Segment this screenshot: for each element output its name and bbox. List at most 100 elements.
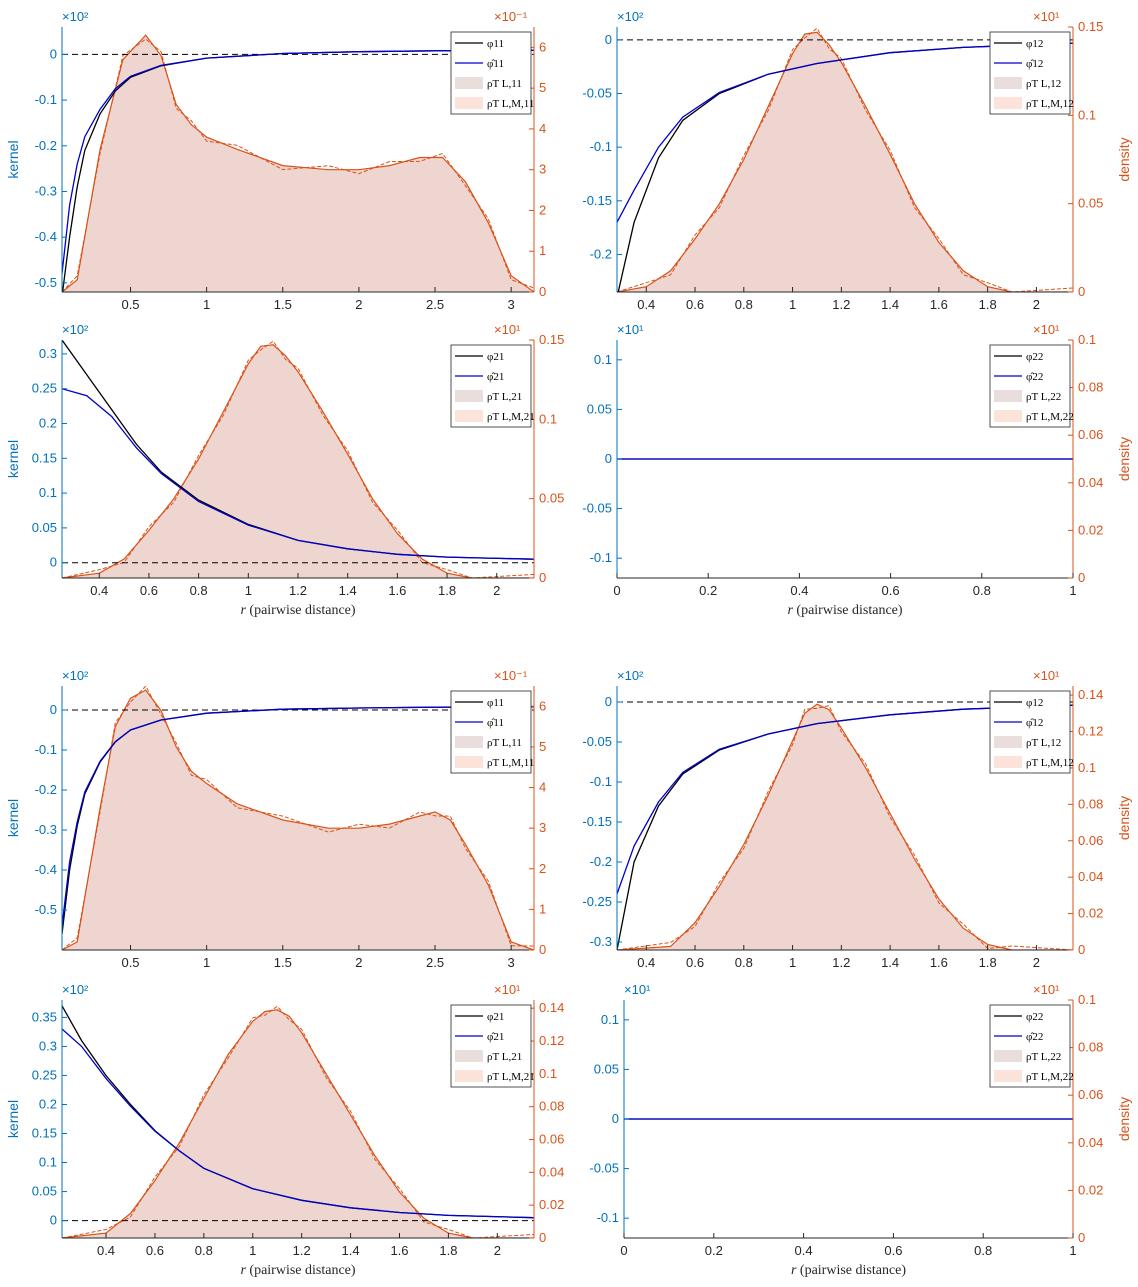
y-left-tick-label: 0.15 (32, 450, 57, 465)
y-left-tick-label: -0.2 (590, 854, 612, 869)
y-left-tick-label: -0.4 (35, 862, 57, 877)
x-tick-label: 2 (494, 1243, 501, 1258)
y-left-tick-label: 0 (50, 555, 57, 570)
phi-hat-line (62, 706, 534, 927)
legend-entry: φ12 (1026, 697, 1043, 709)
y-left-tick-label: -0.3 (590, 934, 612, 949)
y-right-tick-label: 0 (539, 942, 546, 957)
y-right-tick-label: 0.14 (539, 1000, 564, 1015)
y-left-tick-label: 0 (50, 46, 57, 61)
x-tick-label: 0.4 (90, 583, 108, 598)
y-left-tick-label: 0.2 (39, 416, 57, 431)
phi-hat-line (62, 388, 534, 560)
legend-entry: φ̂11 (487, 58, 504, 70)
left-multiplier: ×10¹ (617, 322, 644, 337)
y-right-tick-label: 6 (539, 39, 546, 54)
y-right-tick-label: 0.08 (1078, 1040, 1103, 1055)
y-left-tick-label: -0.05 (582, 501, 612, 516)
x-tick-label: 1.4 (881, 297, 899, 312)
x-tick-label: 0.6 (686, 955, 704, 970)
x-tick-label: 0.8 (190, 583, 208, 598)
rho-line (62, 34, 534, 292)
x-axis-label: r (pairwise distance) (240, 1263, 355, 1278)
legend-entry: φ21 (487, 351, 504, 363)
y-left-tick-label: -0.2 (590, 246, 612, 261)
y-right-tick-label: 0.1 (539, 1066, 557, 1081)
y-left-tick-label: -0.4 (35, 229, 57, 244)
rho-area (617, 32, 1073, 292)
legend-swatch-rho-m (994, 97, 1022, 109)
legend-swatch-rho (994, 1050, 1022, 1062)
legend: φ12 φ̂12 ρT L,12 ρT L,M,12 (989, 31, 1074, 115)
y-right-tick-label: 0 (1078, 284, 1085, 299)
left-multiplier: ×10¹ (624, 982, 651, 997)
legend-entry: ρT L,M,21 (487, 411, 535, 423)
y-right-tick-label: 0.02 (1078, 906, 1103, 921)
y-axis-label-right: density (1116, 437, 1132, 481)
legend: φ11 φ̂11 ρT L,11 ρT L,M,11 (450, 690, 534, 774)
left-multiplier: ×10² (617, 668, 644, 683)
y-left-tick-label: 0.05 (594, 1061, 619, 1076)
y-left-tick-label: 0.1 (601, 1012, 619, 1027)
y-left-tick-label: -0.1 (590, 774, 612, 789)
legend-swatch-rho-m (994, 410, 1022, 422)
y-right-tick-label: 0.05 (539, 491, 564, 506)
y-axis-label-left: kernel (5, 799, 21, 837)
legend-entry: ρT L,M,22 (1026, 411, 1074, 423)
y-left-tick-label: -0.1 (590, 550, 612, 565)
legend-entry: φ̂22 (1026, 371, 1043, 383)
y-left-tick-label: -0.5 (35, 902, 57, 917)
y-right-tick-label: 2 (539, 202, 546, 217)
y-left-tick-label: -0.1 (590, 139, 612, 154)
chart-panel-bottom-21: 0.4 0.6 0.8 1 1.2 1.4 1.6 1.8 2 0 0.05 0.1 0.15 0.2 0.… (5, 982, 564, 1278)
y-right-tick-label: 3 (539, 820, 546, 835)
x-tick-label: 0.4 (637, 297, 655, 312)
legend-entry: ρT L,M,12 (1026, 98, 1074, 110)
x-tick-label: 1 (1069, 583, 1076, 598)
x-axis-label: r (pairwise distance) (787, 603, 902, 618)
legend-entry: φ22 (1026, 1011, 1043, 1023)
left-multiplier: ×10² (62, 322, 89, 337)
legend-entry: φ̂22 (1026, 1031, 1043, 1043)
left-multiplier: ×10² (62, 9, 89, 24)
y-right-tick-label: 0.06 (539, 1132, 564, 1147)
x-tick-label: 1.4 (342, 1243, 360, 1258)
legend: φ21 φ̂21 ρT L,21 ρT L,M,21 (450, 344, 535, 428)
y-axis-label-right: density (1116, 1097, 1132, 1141)
x-tick-label: 1.8 (439, 1243, 457, 1258)
y-left-tick-label: -0.5 (35, 275, 57, 290)
rho-area (62, 35, 534, 292)
y-left-tick-label: -0.15 (582, 814, 612, 829)
x-tick-label: 0.2 (699, 583, 717, 598)
legend-entry: ρT L,22 (1026, 1051, 1061, 1063)
y-right-tick-label: 0.15 (1078, 19, 1103, 34)
x-tick-label: 0.4 (97, 1243, 115, 1258)
y-axis-label-left: kernel (5, 440, 21, 478)
legend-entry: ρT L,11 (487, 78, 522, 90)
legend-swatch-rho-m (455, 410, 483, 422)
y-right-tick-label: 0.12 (539, 1033, 564, 1048)
y-right-tick-label: 0.05 (1078, 196, 1103, 211)
y-left-tick-label: -0.3 (35, 822, 57, 837)
legend-swatch-rho-m (994, 1070, 1022, 1082)
rho-line (617, 31, 1073, 292)
y-right-tick-label: 4 (539, 121, 546, 136)
x-tick-label: 1 (203, 297, 210, 312)
rho-line (62, 689, 534, 950)
x-tick-label: 1.2 (832, 955, 850, 970)
legend-swatch-rho-m (455, 97, 483, 109)
rho-empirical-line (617, 705, 1073, 950)
y-right-tick-label: 0 (1078, 942, 1085, 957)
x-tick-label: 1.6 (930, 297, 948, 312)
chart-panel-top-21: 0.4 0.6 0.8 1 1.2 1.4 1.6 1.8 2 0 0.05 0.1 0.15 0.2 0.… (5, 322, 564, 618)
x-tick-label: 1 (789, 297, 796, 312)
x-tick-label: 1.5 (274, 955, 292, 970)
y-left-tick-label: -0.2 (35, 138, 57, 153)
rho-empirical-line (617, 27, 1073, 292)
chart-panel-bottom-22: 0 0.2 0.4 0.6 0.8 1 -0.1 -0.05 0 0.05 0.1 0 0.02 0.04… (589, 982, 1132, 1278)
x-tick-label: 0.4 (790, 583, 808, 598)
right-multiplier: ×10⁻¹ (494, 668, 528, 683)
legend-swatch-rho (994, 390, 1022, 402)
x-tick-label: 0.4 (637, 955, 655, 970)
rho-area (62, 344, 534, 578)
